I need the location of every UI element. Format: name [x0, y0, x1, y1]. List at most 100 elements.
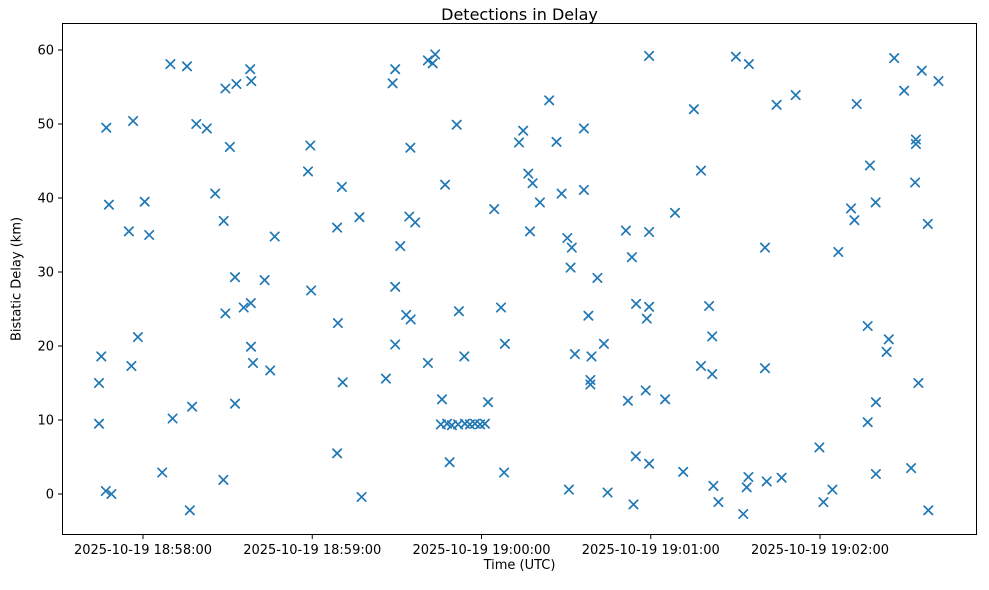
scatter-point [523, 168, 534, 179]
scatter-point [644, 226, 655, 238]
scatter-point [245, 341, 257, 352]
scatter-point [495, 302, 507, 313]
scatter-point [862, 417, 873, 428]
scatter-point [306, 285, 317, 296]
scatter-point [144, 229, 155, 241]
scatter-point [139, 196, 150, 207]
x-tick-label: 2025-10-19 19:00:00 [412, 543, 550, 558]
y-axis-label: Bistatic Delay (km) [9, 216, 25, 342]
scatter-point [870, 397, 881, 408]
y-tick-label: 40 [37, 192, 54, 207]
scatter-point [551, 136, 562, 147]
y-tick-label: 0 [46, 488, 54, 503]
chart-title: Detections in Delay [441, 5, 598, 24]
scatter-point [93, 418, 105, 429]
scatter-point [923, 505, 934, 516]
scatter-point [933, 76, 944, 87]
scatter-point [759, 363, 771, 374]
scatter-point [761, 476, 772, 487]
scatter-point [390, 281, 401, 292]
scatter-point [453, 306, 464, 317]
scatter-point [395, 241, 406, 252]
scatter-point [513, 137, 525, 148]
scatter-point [620, 225, 631, 236]
scatter-point [191, 118, 202, 130]
scatter-point [578, 123, 589, 134]
scatter-point [524, 226, 536, 237]
scatter-point [269, 231, 280, 242]
y-tick-label: 20 [37, 340, 54, 355]
scatter-point [592, 272, 603, 283]
scatter-point [336, 181, 347, 192]
scatter-point [245, 64, 256, 75]
scatter-point [165, 59, 176, 70]
scatter-point [585, 379, 596, 390]
x-tick-label: 2025-10-19 19:01:00 [582, 543, 720, 558]
scatter-point [128, 115, 139, 127]
scatter-point [881, 346, 892, 357]
scatter-point [167, 413, 178, 424]
scatter-point [305, 140, 316, 151]
scatter-point [489, 204, 500, 215]
scatter-point [569, 349, 580, 360]
scatter-point [459, 351, 470, 362]
scatter-point [499, 467, 510, 478]
scatter-point [220, 308, 231, 319]
scatter-point [586, 351, 597, 362]
scatter-point [695, 360, 707, 372]
scatter-point [181, 61, 193, 72]
scatter-point [660, 394, 671, 405]
scatter-point [422, 357, 433, 369]
scatter-point [259, 275, 270, 286]
scatter-point [585, 374, 596, 386]
scatter-point [602, 487, 613, 498]
scatter-point [126, 360, 137, 372]
scatter-point [565, 262, 576, 273]
scatter-point [387, 78, 398, 89]
scatter-point [210, 188, 221, 199]
scatter-point [184, 505, 195, 516]
scatter-point [704, 300, 715, 312]
scatter-point [818, 497, 829, 508]
scatter-point [870, 197, 881, 208]
scatter-point [436, 394, 448, 405]
x-tick-label: 2025-10-19 19:02:00 [751, 543, 889, 558]
scatter-point [410, 217, 421, 228]
scatter-point [482, 397, 494, 408]
scatter-point [644, 458, 655, 469]
x-axis-label: Time (UTC) [483, 558, 556, 573]
scatter-point [100, 485, 111, 497]
scatter-point [231, 78, 242, 90]
scatter-point [556, 188, 567, 199]
scatter-point [738, 508, 749, 520]
scatter-point [776, 472, 787, 483]
scatter-point [814, 442, 825, 453]
scatter-point [849, 215, 860, 226]
scatter-point [862, 320, 873, 332]
scatter-point [427, 58, 438, 69]
scatter-point [123, 226, 134, 237]
y-tick-label: 30 [37, 266, 54, 281]
scatter-point [518, 125, 529, 136]
scatter-point [713, 497, 724, 508]
scatter-point [644, 50, 655, 61]
scatter-point [224, 141, 235, 152]
scatter-point [332, 448, 343, 459]
scatter-point [220, 83, 231, 94]
scatter-point [201, 123, 212, 134]
scatter-point [101, 122, 112, 133]
y-tick-label: 50 [37, 118, 54, 133]
scatter-point [851, 98, 862, 110]
scatter-point [479, 418, 490, 429]
scatter-point [430, 49, 441, 60]
scatter-point [106, 488, 117, 500]
scatter-point [356, 491, 367, 503]
scatter-point [759, 242, 771, 253]
scatter-point [628, 499, 639, 510]
scatter-point [899, 85, 910, 96]
scatter-point [644, 301, 655, 312]
scatter-point [910, 138, 921, 150]
scatter-point [743, 59, 754, 70]
